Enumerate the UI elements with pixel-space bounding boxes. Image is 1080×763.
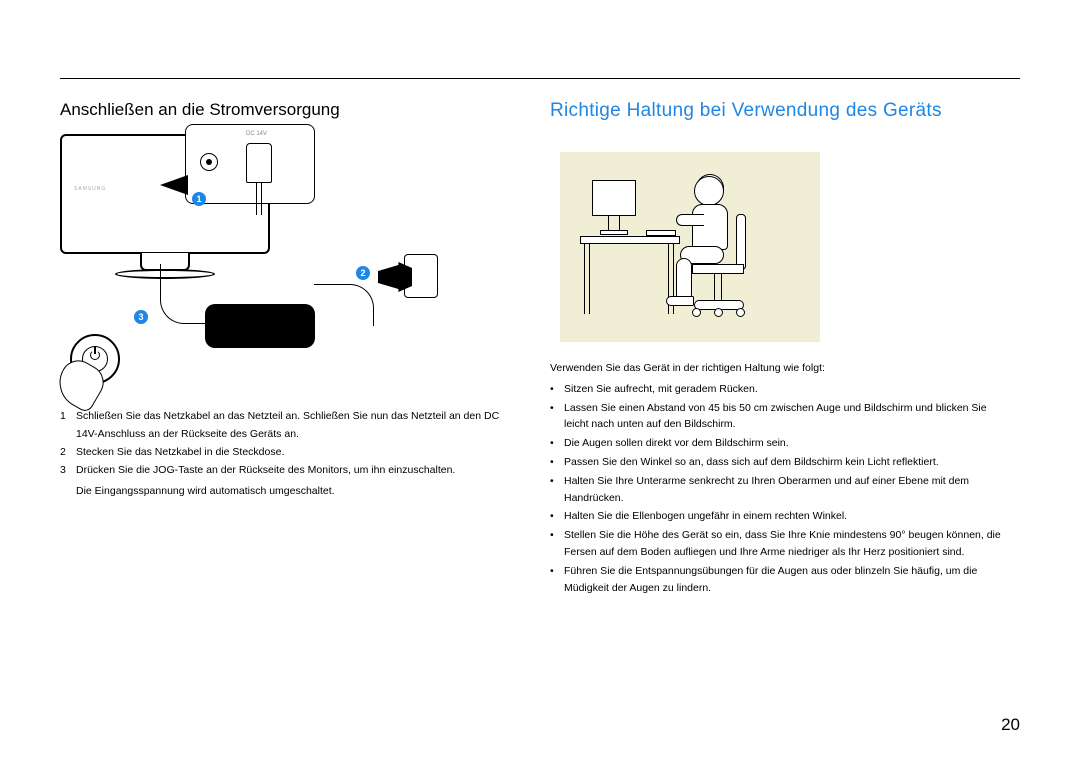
bullet-icon — [550, 381, 564, 398]
desk-leg — [584, 244, 590, 314]
tips-block: Verwenden Sie das Gerät in der richtigen… — [550, 360, 1010, 596]
adapter-cord-right — [314, 284, 374, 326]
tip-text: Halten Sie die Ellenbogen ungefähr in ei… — [564, 508, 1010, 525]
step-text: Stecken Sie das Netzkabel in die Steckdo… — [76, 444, 500, 462]
step-number: 3 — [60, 462, 76, 480]
tip-text: Die Augen sollen direkt vor dem Bildschi… — [564, 435, 1010, 452]
tip-text: Halten Sie Ihre Unterarme senkrecht zu I… — [564, 473, 1010, 507]
bullet-icon — [550, 473, 564, 507]
bullet-icon — [550, 400, 564, 434]
dc-cord — [256, 183, 262, 215]
bullet-icon — [550, 563, 564, 597]
person-torso — [692, 204, 728, 250]
tips-intro: Verwenden Sie das Gerät in der richtigen… — [550, 360, 1010, 377]
bullet-icon — [550, 454, 564, 471]
tip-item: Sitzen Sie aufrecht, mit geradem Rücken. — [550, 381, 1010, 398]
tip-item: Passen Sie den Winkel so an, dass sich a… — [550, 454, 1010, 471]
chair-wheel-icon — [714, 308, 723, 317]
dc-port-icon — [200, 153, 218, 171]
tip-item: Halten Sie Ihre Unterarme senkrecht zu I… — [550, 473, 1010, 507]
tip-item: Die Augen sollen direkt vor dem Bildschi… — [550, 435, 1010, 452]
tip-text: Sitzen Sie aufrecht, mit geradem Rücken. — [564, 381, 1010, 398]
posture-illustration — [560, 152, 820, 342]
page-number: 20 — [1001, 715, 1020, 735]
power-button-diagram — [60, 334, 130, 404]
step-note: Die Eingangsspannung wird automatisch um… — [60, 483, 500, 501]
posture-monitor-stand — [608, 216, 620, 230]
posture-monitor-icon — [592, 180, 636, 216]
tip-item: Führen Sie die Entspannungsübungen für d… — [550, 563, 1010, 597]
tip-text: Passen Sie den Winkel so an, dass sich a… — [564, 454, 1010, 471]
chair-back — [736, 214, 746, 270]
person-arm — [676, 214, 704, 226]
adapter-brick-icon — [205, 304, 315, 348]
step-text: Drücken Sie die JOG-Taste an der Rücksei… — [76, 462, 500, 480]
chair-seat — [692, 264, 744, 274]
step-item: 1 Schließen Sie das Netzkabel an das Net… — [60, 408, 500, 444]
tip-item: Halten Sie die Ellenbogen ungefähr in ei… — [550, 508, 1010, 525]
person-head — [694, 176, 724, 206]
left-column: Anschließen an die Stromversorgung SAMSU… — [60, 100, 500, 501]
step-text: Schließen Sie das Netzkabel an das Netzt… — [76, 408, 500, 444]
adapter-cord-left — [160, 264, 208, 324]
power-diagram: SAMSUNG DC 14V 1 2 3 — [60, 134, 440, 394]
power-symbol-icon — [90, 350, 100, 360]
dc-plug-icon — [246, 143, 272, 183]
badge-2: 2 — [356, 266, 370, 280]
desk-top — [580, 236, 680, 244]
step-number: 1 — [60, 408, 76, 444]
tip-text: Führen Sie die Entspannungsübungen für d… — [564, 563, 1010, 597]
page-content: Anschließen an die Stromversorgung SAMSU… — [60, 80, 1020, 723]
chair-wheel-icon — [736, 308, 745, 317]
port-zoom: DC 14V — [185, 124, 315, 204]
chair-wheel-icon — [692, 308, 701, 317]
tip-text: Lassen Sie einen Abstand von 45 bis 50 c… — [564, 400, 1010, 434]
step-item: 3 Drücken Sie die JOG-Taste an der Rücks… — [60, 462, 500, 480]
person-foot — [666, 296, 694, 306]
tip-text: Stellen Sie die Höhe des Gerät so ein, d… — [564, 527, 1010, 561]
tips-list: Sitzen Sie aufrecht, mit geradem Rücken.… — [550, 381, 1010, 597]
bullet-icon — [550, 435, 564, 452]
brand-label: SAMSUNG — [74, 186, 106, 192]
bullet-icon — [550, 508, 564, 525]
step-item: 2 Stecken Sie das Netzkabel in die Steck… — [60, 444, 500, 462]
posture-monitor-base — [600, 230, 628, 235]
bullet-icon — [550, 527, 564, 561]
steps-list: 1 Schließen Sie das Netzkabel an das Net… — [60, 408, 500, 479]
wall-plug-icon — [378, 262, 412, 292]
dc-label: DC 14V — [246, 131, 267, 137]
left-heading: Anschließen an die Stromversorgung — [60, 100, 500, 120]
badge-3: 3 — [134, 310, 148, 324]
tip-item: Lassen Sie einen Abstand von 45 bis 50 c… — [550, 400, 1010, 434]
right-column: Richtige Haltung bei Verwendung des Gerä… — [550, 100, 1010, 598]
badge-1: 1 — [192, 192, 206, 206]
tip-item: Stellen Sie die Höhe des Gerät so ein, d… — [550, 527, 1010, 561]
chair-post — [714, 274, 722, 302]
horizontal-rule — [60, 78, 1020, 79]
step-number: 2 — [60, 444, 76, 462]
right-heading: Richtige Haltung bei Verwendung des Gerä… — [550, 100, 1010, 122]
